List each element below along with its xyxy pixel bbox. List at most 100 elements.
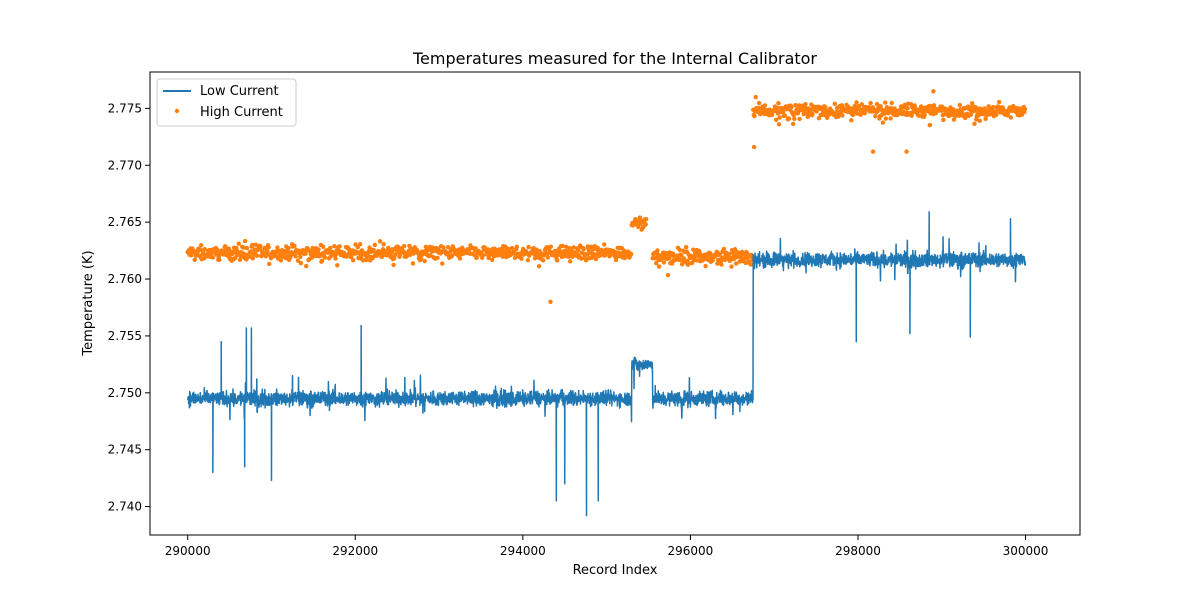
high-current-point bbox=[560, 243, 565, 249]
high-current-point bbox=[654, 260, 659, 266]
high-current-point bbox=[275, 245, 280, 250]
high-current-point bbox=[823, 104, 828, 110]
high-current-point bbox=[909, 113, 914, 118]
high-current-point bbox=[440, 261, 445, 266]
y-tick-label: 2.750 bbox=[108, 386, 142, 400]
high-current-point bbox=[357, 241, 363, 247]
high-current-point bbox=[480, 253, 485, 258]
high-current-point bbox=[904, 149, 909, 154]
high-current-point bbox=[748, 262, 754, 267]
high-current-point bbox=[540, 258, 546, 263]
high-current-point bbox=[873, 114, 878, 119]
high-current-point bbox=[381, 242, 386, 247]
high-current-point bbox=[854, 111, 860, 116]
high-current-point bbox=[208, 250, 214, 256]
high-current-point bbox=[623, 254, 628, 260]
high-current-point bbox=[423, 244, 429, 249]
high-current-point bbox=[474, 255, 480, 260]
high-current-point bbox=[991, 104, 996, 110]
high-current-point bbox=[319, 258, 325, 263]
high-current-point bbox=[684, 244, 689, 250]
high-current-point bbox=[810, 111, 815, 117]
high-current-point bbox=[793, 103, 798, 108]
high-current-point bbox=[983, 116, 988, 122]
high-current-point bbox=[880, 120, 886, 125]
high-current-point bbox=[776, 122, 782, 127]
legend-high-current-label: High Current bbox=[200, 105, 283, 120]
high-current-point bbox=[525, 258, 531, 263]
high-current-point bbox=[562, 253, 568, 259]
high-current-point bbox=[242, 238, 248, 244]
high-current-point bbox=[840, 113, 845, 118]
high-current-point bbox=[293, 254, 298, 259]
high-current-point bbox=[722, 257, 728, 263]
x-tick-label: 300000 bbox=[1003, 544, 1049, 558]
high-current-point bbox=[773, 117, 779, 123]
high-current-point bbox=[601, 242, 607, 247]
high-current-point bbox=[393, 252, 398, 257]
high-current-point bbox=[951, 107, 956, 112]
high-current-point bbox=[230, 251, 235, 257]
x-axis-label: Record Index bbox=[573, 563, 658, 578]
high-current-point bbox=[691, 258, 697, 263]
high-current-point bbox=[832, 101, 838, 107]
high-current-point bbox=[250, 242, 255, 248]
high-current-point bbox=[555, 258, 560, 263]
high-current-point bbox=[253, 242, 258, 247]
high-current-point bbox=[679, 253, 684, 258]
high-current-point bbox=[321, 244, 326, 249]
high-current-point bbox=[859, 102, 865, 107]
high-current-point bbox=[957, 102, 963, 108]
y-tick-label: 2.770 bbox=[108, 158, 142, 172]
high-current-point bbox=[775, 105, 780, 111]
high-current-point bbox=[994, 112, 999, 118]
high-current-point bbox=[283, 251, 288, 256]
high-current-point bbox=[1008, 115, 1014, 120]
high-current-point bbox=[581, 246, 586, 252]
high-current-point bbox=[322, 255, 328, 260]
high-current-point bbox=[776, 101, 781, 106]
high-current-point bbox=[198, 243, 204, 248]
high-current-point bbox=[241, 251, 247, 257]
high-current-point bbox=[733, 261, 739, 266]
chart-title: Temperatures measured for the Internal C… bbox=[412, 49, 817, 68]
high-current-point bbox=[752, 113, 757, 119]
high-current-point bbox=[721, 246, 727, 252]
high-current-point bbox=[567, 259, 573, 264]
high-current-point bbox=[883, 100, 888, 105]
legend-low-current-label: Low Current bbox=[200, 84, 279, 99]
high-current-point bbox=[593, 256, 599, 262]
high-current-point bbox=[777, 115, 782, 120]
high-current-point bbox=[355, 245, 361, 250]
y-tick-label: 2.765 bbox=[108, 215, 142, 229]
plot-area-frame bbox=[149, 71, 1081, 536]
high-current-point bbox=[643, 222, 648, 227]
high-current-point bbox=[537, 248, 542, 254]
high-current-point bbox=[258, 243, 263, 249]
high-current-point bbox=[226, 246, 231, 251]
high-current-point bbox=[371, 247, 376, 253]
high-current-point bbox=[1022, 106, 1028, 112]
high-current-point bbox=[441, 245, 446, 250]
high-current-point bbox=[717, 251, 722, 257]
high-current-point bbox=[298, 261, 304, 266]
high-current-point bbox=[644, 216, 649, 222]
high-current-point bbox=[332, 244, 337, 249]
high-current-point bbox=[922, 112, 927, 117]
y-axis: 2.740 2.745 2.750 2.755 2.760 2.765 2.770 2.775 bbox=[108, 101, 150, 514]
high-current-point bbox=[268, 255, 274, 261]
high-current-point bbox=[677, 247, 682, 253]
legend-box bbox=[156, 78, 297, 127]
high-current-point bbox=[278, 258, 284, 263]
high-current-point bbox=[189, 253, 194, 258]
high-current-point bbox=[210, 255, 216, 260]
high-current-point bbox=[509, 245, 515, 251]
high-current-point bbox=[548, 244, 554, 249]
high-current-point bbox=[888, 116, 893, 121]
high-current-point bbox=[854, 100, 859, 105]
high-current-point bbox=[792, 116, 797, 121]
high-current-point bbox=[656, 264, 662, 269]
high-current-point bbox=[780, 109, 786, 115]
high-current-point bbox=[316, 247, 321, 252]
high-current-point bbox=[756, 100, 762, 106]
